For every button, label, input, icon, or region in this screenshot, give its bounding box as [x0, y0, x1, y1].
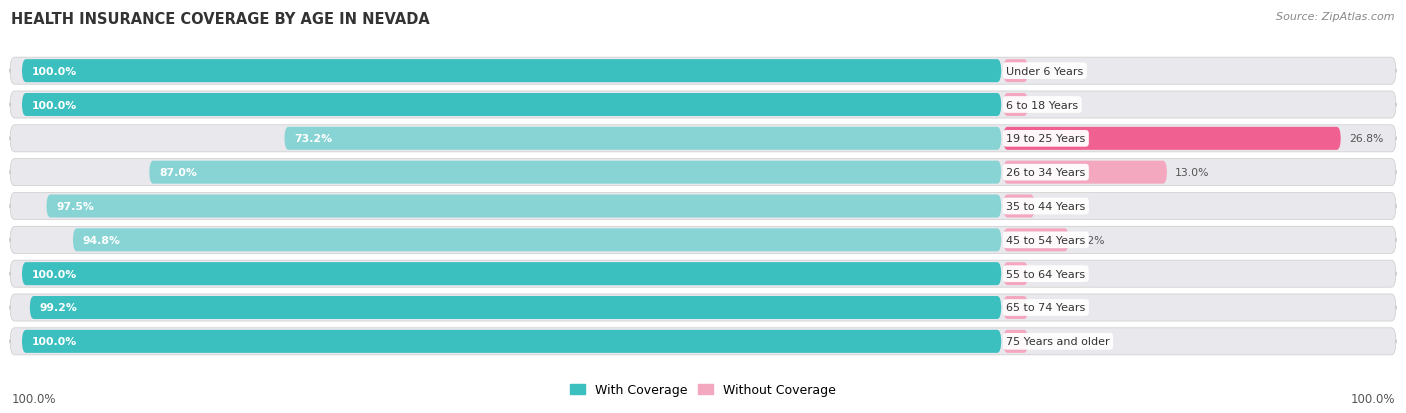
FancyBboxPatch shape — [10, 227, 1396, 254]
FancyBboxPatch shape — [1004, 195, 1035, 218]
FancyBboxPatch shape — [10, 261, 1396, 287]
Text: HEALTH INSURANCE COVERAGE BY AGE IN NEVADA: HEALTH INSURANCE COVERAGE BY AGE IN NEVA… — [11, 12, 430, 27]
Text: 0.0%: 0.0% — [1036, 100, 1064, 110]
Text: 97.5%: 97.5% — [56, 202, 94, 211]
Text: 99.2%: 99.2% — [39, 303, 77, 313]
FancyBboxPatch shape — [1004, 296, 1028, 319]
Text: Under 6 Years: Under 6 Years — [1007, 66, 1084, 76]
FancyBboxPatch shape — [73, 229, 1001, 252]
Text: 100.0%: 100.0% — [32, 100, 77, 110]
Text: 2.5%: 2.5% — [1043, 202, 1070, 211]
FancyBboxPatch shape — [1004, 229, 1069, 252]
Text: 6 to 18 Years: 6 to 18 Years — [1007, 100, 1078, 110]
Text: 0.0%: 0.0% — [1036, 269, 1064, 279]
Text: 94.8%: 94.8% — [83, 235, 121, 245]
Text: 35 to 44 Years: 35 to 44 Years — [1007, 202, 1085, 211]
FancyBboxPatch shape — [30, 296, 1001, 319]
Text: 65 to 74 Years: 65 to 74 Years — [1007, 303, 1085, 313]
FancyBboxPatch shape — [10, 126, 1396, 152]
Text: 45 to 54 Years: 45 to 54 Years — [1007, 235, 1085, 245]
FancyBboxPatch shape — [1004, 330, 1028, 353]
FancyBboxPatch shape — [284, 128, 1001, 150]
FancyBboxPatch shape — [10, 159, 1396, 186]
Text: 13.0%: 13.0% — [1175, 168, 1209, 178]
FancyBboxPatch shape — [22, 263, 1001, 285]
FancyBboxPatch shape — [10, 193, 1396, 220]
FancyBboxPatch shape — [1004, 161, 1167, 184]
Text: 26 to 34 Years: 26 to 34 Years — [1007, 168, 1085, 178]
Text: 26.8%: 26.8% — [1348, 134, 1384, 144]
FancyBboxPatch shape — [22, 330, 1001, 353]
FancyBboxPatch shape — [46, 195, 1001, 218]
FancyBboxPatch shape — [10, 58, 1396, 85]
Text: 19 to 25 Years: 19 to 25 Years — [1007, 134, 1085, 144]
Text: 100.0%: 100.0% — [11, 392, 56, 405]
Text: 0.84%: 0.84% — [1036, 303, 1070, 313]
Text: 5.2%: 5.2% — [1077, 235, 1104, 245]
Text: Source: ZipAtlas.com: Source: ZipAtlas.com — [1277, 12, 1395, 22]
FancyBboxPatch shape — [22, 94, 1001, 117]
FancyBboxPatch shape — [10, 328, 1396, 355]
FancyBboxPatch shape — [1004, 263, 1028, 285]
Text: 0.0%: 0.0% — [1036, 337, 1064, 347]
Legend: With Coverage, Without Coverage: With Coverage, Without Coverage — [565, 378, 841, 401]
Text: 100.0%: 100.0% — [32, 66, 77, 76]
FancyBboxPatch shape — [22, 60, 1001, 83]
FancyBboxPatch shape — [10, 294, 1396, 321]
Text: 87.0%: 87.0% — [159, 168, 197, 178]
Text: 75 Years and older: 75 Years and older — [1007, 337, 1109, 347]
Text: 100.0%: 100.0% — [32, 337, 77, 347]
Text: 100.0%: 100.0% — [32, 269, 77, 279]
Text: 0.0%: 0.0% — [1036, 66, 1064, 76]
FancyBboxPatch shape — [1004, 128, 1341, 150]
FancyBboxPatch shape — [1004, 94, 1028, 117]
FancyBboxPatch shape — [149, 161, 1001, 184]
Text: 100.0%: 100.0% — [1350, 392, 1395, 405]
FancyBboxPatch shape — [1004, 60, 1028, 83]
FancyBboxPatch shape — [10, 92, 1396, 119]
Text: 55 to 64 Years: 55 to 64 Years — [1007, 269, 1085, 279]
Text: 73.2%: 73.2% — [294, 134, 332, 144]
